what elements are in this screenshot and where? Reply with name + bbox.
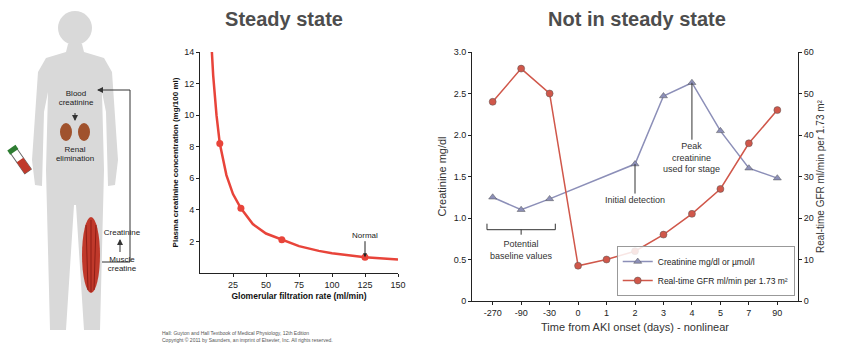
svg-text:-30: -30	[543, 308, 556, 318]
svg-text:14: 14	[184, 47, 194, 57]
svg-text:75: 75	[294, 280, 304, 290]
svg-text:4: 4	[689, 308, 694, 318]
svg-text:3: 3	[661, 308, 666, 318]
svg-text:Hall: Guyton and Hall Textbook: Hall: Guyton and Hall Textbook of Medica…	[162, 330, 333, 343]
svg-text:40: 40	[804, 130, 814, 140]
svg-text:0: 0	[461, 296, 466, 306]
svg-text:Musclecreatine: Musclecreatine	[108, 255, 137, 273]
svg-text:2: 2	[189, 237, 194, 247]
svg-text:Renalelimination: Renalelimination	[56, 145, 94, 163]
svg-text:150: 150	[390, 280, 405, 290]
svg-text:30: 30	[804, 172, 814, 182]
svg-text:1.5: 1.5	[454, 172, 467, 182]
svg-text:Potentialbaseline values: Potentialbaseline values	[490, 239, 553, 261]
svg-text:3.0: 3.0	[454, 47, 467, 57]
svg-text:Time from AKI onset (days) - n: Time from AKI onset (days) - nonlinear	[541, 321, 729, 333]
svg-text:10: 10	[804, 255, 814, 265]
svg-text:Not in steady state: Not in steady state	[548, 8, 726, 30]
svg-text:Steady state: Steady state	[225, 8, 343, 30]
svg-text:8: 8	[189, 142, 194, 152]
svg-text:Real-time GFR ml/min per 1.73: Real-time GFR ml/min per 1.73 m²	[815, 99, 826, 252]
svg-text:2.5: 2.5	[454, 89, 467, 99]
svg-text:60: 60	[804, 47, 814, 57]
svg-text:0.5: 0.5	[454, 255, 467, 265]
svg-text:Bloodcreatinine: Bloodcreatinine	[59, 89, 94, 107]
svg-text:5: 5	[718, 308, 723, 318]
svg-text:4: 4	[189, 205, 194, 215]
svg-text:Plasma creatinine concentratio: Plasma creatinine concentration (mg/100 …	[171, 77, 180, 247]
svg-text:90: 90	[772, 308, 782, 318]
svg-text:50: 50	[261, 280, 271, 290]
svg-text:125: 125	[357, 280, 372, 290]
svg-text:Creatinine mg/dl or µmol/l: Creatinine mg/dl or µmol/l	[658, 257, 755, 267]
svg-text:Peakcreatinineused for stage: Peakcreatinineused for stage	[663, 141, 720, 174]
svg-text:Creatinine mg/dl: Creatinine mg/dl	[436, 136, 448, 216]
svg-text:7: 7	[746, 308, 751, 318]
svg-text:Initial detection: Initial detection	[605, 195, 665, 205]
svg-text:1.0: 1.0	[454, 213, 467, 223]
svg-text:2: 2	[632, 308, 637, 318]
svg-text:0: 0	[804, 296, 809, 306]
svg-text:10: 10	[184, 110, 194, 120]
svg-text:2.0: 2.0	[454, 130, 467, 140]
svg-text:Glomerular filtration rate (ml: Glomerular filtration rate (ml/min)	[231, 291, 366, 301]
svg-text:-270: -270	[484, 308, 502, 318]
svg-text:50: 50	[804, 89, 814, 99]
svg-text:12: 12	[184, 79, 194, 89]
svg-text:Creatinine: Creatinine	[104, 228, 141, 237]
svg-text:1: 1	[604, 308, 609, 318]
svg-text:Normal: Normal	[352, 231, 378, 240]
svg-text:6: 6	[189, 173, 194, 183]
svg-text:100: 100	[324, 280, 339, 290]
svg-text:25: 25	[228, 280, 238, 290]
svg-text:20: 20	[804, 213, 814, 223]
svg-text:-90: -90	[515, 308, 528, 318]
svg-text:0: 0	[576, 308, 581, 318]
svg-text:Real-time GFR ml/min per 1.73: Real-time GFR ml/min per 1.73 m²	[658, 276, 788, 286]
